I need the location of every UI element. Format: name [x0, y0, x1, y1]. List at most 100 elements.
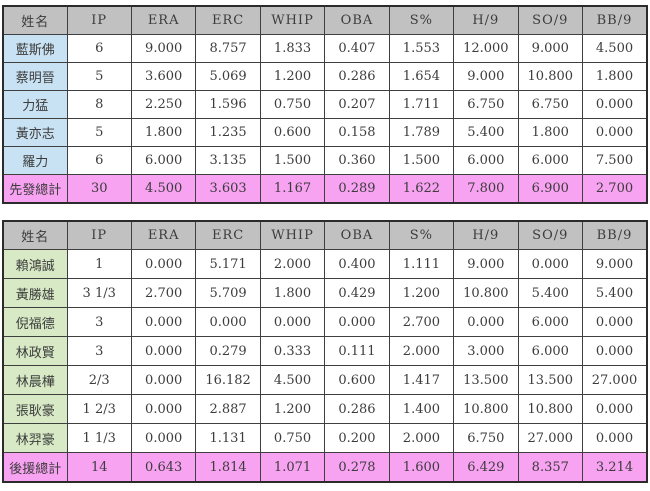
stat-cell: 3.603 [195, 174, 261, 204]
stat-cell: 0.286 [324, 394, 390, 424]
stat-cell: 6.000 [517, 307, 584, 337]
stat-cell: 3 [66, 307, 132, 337]
stat-cell: 1.200 [388, 278, 455, 308]
stat-cell: 1.200 [259, 394, 326, 424]
stat-cell: 0.407 [324, 34, 390, 63]
stat-cell: 9.000 [582, 249, 648, 279]
player-name-cell: 林政賢 [2, 336, 68, 366]
stat-cell: 6 [66, 34, 132, 63]
stat-cell: 9.000 [130, 34, 197, 63]
stat-cell: 0.400 [324, 249, 390, 279]
stat-cell: 12.000 [453, 34, 519, 63]
player-row: 林羿豪 1 1/3 0.000 1.131 0.750 0.200 2.000 6.750 27… [2, 423, 648, 453]
stat-cell: 6 [66, 146, 132, 175]
player-row: 張耿豪 1 2/3 0.000 2.887 1.200 0.286 1.400 10.800 1… [2, 394, 648, 424]
stat-cell: 0.333 [259, 336, 326, 366]
stat-cell: 8.357 [517, 452, 584, 483]
stat-cell: 10.800 [517, 394, 584, 424]
stat-cell: 0.000 [130, 365, 197, 395]
stat-cell: 2.000 [388, 423, 455, 453]
stat-cell: 27.000 [582, 365, 648, 395]
stat-cell: 3 [66, 336, 132, 366]
stat-cell: 5.709 [195, 278, 261, 308]
stat-cell: 8.757 [195, 34, 261, 63]
player-row: 倪福德 3 0.000 0.000 0.000 0.000 2.700 0.000 6.000 0… [2, 307, 648, 337]
stat-cell: 7.500 [582, 146, 648, 175]
column-header: ERC [195, 220, 261, 250]
stat-cell: 1.654 [388, 62, 455, 91]
player-name-cell: 蔡明晉 [2, 62, 68, 91]
column-header: 姓名 [2, 5, 68, 35]
stat-cell: 0.000 [582, 307, 648, 337]
stat-cell: 0.207 [324, 90, 390, 119]
column-header: SO/9 [517, 5, 584, 35]
stat-cell: 0.000 [582, 423, 648, 453]
stat-cell: 1.622 [388, 174, 455, 204]
stat-cell: 6.750 [453, 423, 519, 453]
column-header: ERC [195, 5, 261, 35]
stat-cell: 10.800 [517, 62, 584, 91]
stat-cell: 16.182 [195, 365, 261, 395]
stat-cell: 1 2/3 [66, 394, 132, 424]
column-header: WHIP [259, 220, 326, 250]
stat-cell: 8 [66, 90, 132, 119]
player-name-cell: 林羿豪 [2, 423, 68, 453]
stat-cell: 0.000 [130, 423, 197, 453]
stat-cell: 0.750 [259, 90, 326, 119]
player-row: 黃亦志 5 1.800 1.235 0.600 0.158 1.789 5.400 1.800 0… [2, 118, 648, 147]
stat-cell: 6.429 [453, 452, 519, 483]
stat-cell: 6.750 [453, 90, 519, 119]
player-name-cell: 力猛 [2, 90, 68, 119]
stat-cell: 2.000 [259, 249, 326, 279]
player-row: 藍斯佛 6 9.000 8.757 1.833 0.407 1.553 12.000 9.000… [2, 34, 648, 63]
column-header: H/9 [453, 5, 519, 35]
stat-cell: 1.111 [388, 249, 455, 279]
stat-cell: 5.400 [453, 118, 519, 147]
total-label-cell: 先發總計 [2, 174, 68, 204]
stat-cell: 5.400 [582, 278, 648, 308]
stat-cell: 0.600 [259, 118, 326, 147]
stat-cell: 0.111 [324, 336, 390, 366]
column-header: S% [388, 220, 455, 250]
stat-cell: 6.000 [453, 146, 519, 175]
stat-cell: 4.500 [130, 174, 197, 204]
player-name-cell: 黃勝雄 [2, 278, 68, 308]
stat-cell: 0.000 [324, 307, 390, 337]
stat-cell: 27.000 [517, 423, 584, 453]
column-header: WHIP [259, 5, 326, 35]
stat-cell: 5.171 [195, 249, 261, 279]
stat-cell: 0.289 [324, 174, 390, 204]
stat-cell: 3 1/3 [66, 278, 132, 308]
stat-cell: 0.200 [324, 423, 390, 453]
stat-cell: 30 [66, 174, 132, 204]
player-row: 羅力 6 6.000 3.135 1.500 0.360 1.500 6.000 6.000 7.… [2, 146, 648, 175]
stat-cell: 10.800 [453, 278, 519, 308]
stat-cell: 0.000 [582, 336, 648, 366]
stat-cell: 2.887 [195, 394, 261, 424]
stat-cell: 2.700 [130, 278, 197, 308]
stat-cell: 6.900 [517, 174, 584, 204]
stat-cell: 0.000 [130, 394, 197, 424]
column-header: OBA [324, 220, 390, 250]
player-name-cell: 林晨樺 [2, 365, 68, 395]
stat-cell: 1.400 [388, 394, 455, 424]
stat-cell: 0.286 [324, 62, 390, 91]
stat-cell: 6.000 [130, 146, 197, 175]
player-row: 林政賢 3 0.000 0.279 0.333 0.111 2.000 3.000 6.000 0… [2, 336, 648, 366]
player-name-cell: 黃亦志 [2, 118, 68, 147]
stat-cell: 0.000 [130, 307, 197, 337]
stat-cell: 1.500 [259, 146, 326, 175]
stat-cell: 5 [66, 118, 132, 147]
column-header: 姓名 [2, 220, 68, 250]
player-row: 林晨樺 2/3 0.000 16.182 4.500 0.600 1.417 13.500 13… [2, 365, 648, 395]
player-name-cell: 賴鴻誠 [2, 249, 68, 279]
stat-cell: 13.500 [453, 365, 519, 395]
stat-cell: 5.069 [195, 62, 261, 91]
stat-cell: 1.789 [388, 118, 455, 147]
player-row: 賴鴻誠 1 0.000 5.171 2.000 0.400 1.111 9.000 0.000 9… [2, 249, 648, 279]
stat-cell: 2.700 [582, 174, 648, 204]
stat-cell: 0.000 [453, 307, 519, 337]
stat-cell: 9.000 [453, 62, 519, 91]
stat-cell: 1.814 [195, 452, 261, 483]
